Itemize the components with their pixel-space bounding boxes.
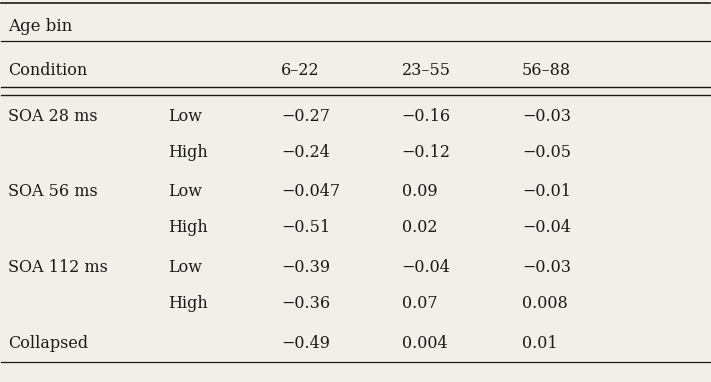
- Text: −0.36: −0.36: [281, 295, 331, 312]
- Text: −0.12: −0.12: [402, 144, 451, 160]
- Text: −0.04: −0.04: [402, 259, 450, 276]
- Text: −0.51: −0.51: [281, 219, 331, 236]
- Text: −0.03: −0.03: [522, 108, 571, 125]
- Text: Age bin: Age bin: [9, 18, 73, 36]
- Text: −0.04: −0.04: [522, 219, 571, 236]
- Text: 0.02: 0.02: [402, 219, 437, 236]
- Text: 0.004: 0.004: [402, 335, 447, 352]
- Text: 0.008: 0.008: [522, 295, 567, 312]
- Text: −0.05: −0.05: [522, 144, 571, 160]
- Text: 0.01: 0.01: [522, 335, 557, 352]
- Text: High: High: [168, 144, 208, 160]
- Text: −0.16: −0.16: [402, 108, 451, 125]
- Text: Low: Low: [168, 108, 202, 125]
- Text: High: High: [168, 219, 208, 236]
- Text: Collapsed: Collapsed: [9, 335, 89, 352]
- Text: −0.49: −0.49: [281, 335, 330, 352]
- Text: −0.39: −0.39: [281, 259, 331, 276]
- Text: 56–88: 56–88: [522, 62, 571, 79]
- Text: −0.047: −0.047: [281, 183, 341, 201]
- Text: High: High: [168, 295, 208, 312]
- Text: SOA 56 ms: SOA 56 ms: [9, 183, 98, 201]
- Text: Low: Low: [168, 259, 202, 276]
- Text: Condition: Condition: [9, 62, 87, 79]
- Text: 23–55: 23–55: [402, 62, 451, 79]
- Text: 0.09: 0.09: [402, 183, 437, 201]
- Text: Low: Low: [168, 183, 202, 201]
- Text: −0.27: −0.27: [281, 108, 330, 125]
- Text: SOA 28 ms: SOA 28 ms: [9, 108, 98, 125]
- Text: −0.03: −0.03: [522, 259, 571, 276]
- Text: SOA 112 ms: SOA 112 ms: [9, 259, 108, 276]
- Text: −0.01: −0.01: [522, 183, 571, 201]
- Text: 6–22: 6–22: [281, 62, 320, 79]
- Text: 0.07: 0.07: [402, 295, 437, 312]
- Text: −0.24: −0.24: [281, 144, 330, 160]
